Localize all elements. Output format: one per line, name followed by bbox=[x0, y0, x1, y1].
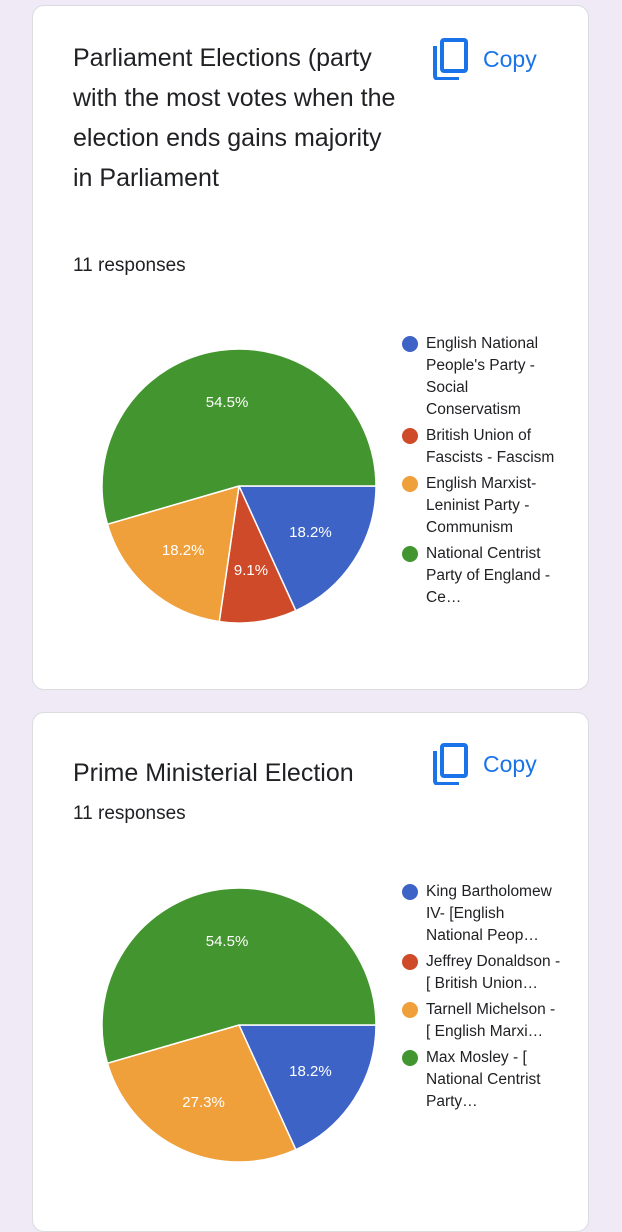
response-count: 11 responses bbox=[73, 803, 186, 824]
parliament-elections-card: Parliament Elections (party with the mos… bbox=[32, 5, 589, 690]
legend-label: Max Mosley - [ National Centrist Party… bbox=[426, 1049, 541, 1110]
legend-item: Tarnell Michelson - [ English Marxi… bbox=[402, 999, 562, 1043]
pie-slice bbox=[237, 1024, 377, 1151]
legend-item: British Union of Fascists - Fascism bbox=[402, 425, 562, 469]
pie-chart: 18.2% 27.3% 54.5% bbox=[101, 887, 377, 1163]
legend-swatch bbox=[402, 1050, 418, 1066]
legend-swatch bbox=[402, 476, 418, 492]
response-count: 11 responses bbox=[73, 255, 186, 276]
legend-swatch bbox=[402, 954, 418, 970]
legend-item: King Bartholomew IV- [English National P… bbox=[402, 881, 562, 947]
slice-label: 18.2% bbox=[289, 524, 332, 541]
legend-swatch bbox=[402, 428, 418, 444]
chart-legend: King Bartholomew IV- [English National P… bbox=[402, 881, 562, 1117]
slice-label: 9.1% bbox=[234, 562, 268, 579]
legend-label: British Union of Fascists - Fascism bbox=[426, 427, 555, 466]
legend-item: National Centrist Party of England - Ce… bbox=[402, 543, 562, 609]
copy-label: Copy bbox=[483, 45, 537, 72]
pie-slice bbox=[237, 485, 377, 612]
legend-swatch bbox=[402, 546, 418, 562]
copy-chart-button[interactable]: Copy bbox=[431, 38, 537, 80]
pie-slice bbox=[101, 887, 377, 1065]
copy-label: Copy bbox=[483, 750, 537, 777]
prime-ministerial-election-card: Prime Ministerial Election Copy 11 respo… bbox=[32, 712, 589, 1232]
pie-slice bbox=[106, 484, 240, 623]
legend-label: English National People's Party - Social… bbox=[426, 335, 539, 418]
card-title: Parliament Elections (party with the mos… bbox=[73, 44, 396, 192]
copy-icon bbox=[431, 743, 469, 785]
legend-swatch bbox=[402, 884, 418, 900]
slice-label: 27.3% bbox=[182, 1094, 225, 1111]
slice-label: 54.5% bbox=[206, 933, 249, 950]
pie-slice bbox=[106, 1024, 297, 1163]
legend-label: King Bartholomew IV- [English National P… bbox=[426, 883, 552, 944]
legend-label: English Marxist-Leninist Party - Communi… bbox=[426, 475, 537, 536]
legend-swatch bbox=[402, 1002, 418, 1018]
pie-slice bbox=[218, 483, 297, 624]
copy-icon bbox=[431, 38, 469, 80]
slice-label: 18.2% bbox=[289, 1063, 332, 1080]
pie-slice bbox=[101, 348, 377, 526]
chart-legend: English National People's Party - Social… bbox=[402, 333, 562, 613]
legend-item: Jeffrey Donaldson - [ British Union… bbox=[402, 951, 562, 995]
legend-label: Jeffrey Donaldson - [ British Union… bbox=[426, 953, 561, 992]
card-title: Prime Ministerial Election bbox=[73, 759, 354, 787]
legend-label: National Centrist Party of England - Ce… bbox=[426, 545, 551, 606]
legend-item: English National People's Party - Social… bbox=[402, 333, 562, 421]
legend-label: Tarnell Michelson - [ English Marxi… bbox=[426, 1001, 556, 1040]
legend-item: Max Mosley - [ National Centrist Party… bbox=[402, 1047, 562, 1113]
legend-item: English Marxist-Leninist Party - Communi… bbox=[402, 473, 562, 539]
pie-chart: 18.2% 9.1% 18.2% 54.5% bbox=[101, 348, 377, 624]
slice-label: 54.5% bbox=[206, 394, 249, 411]
legend-swatch bbox=[402, 336, 418, 352]
slice-label: 18.2% bbox=[162, 542, 205, 559]
copy-chart-button[interactable]: Copy bbox=[431, 743, 537, 785]
